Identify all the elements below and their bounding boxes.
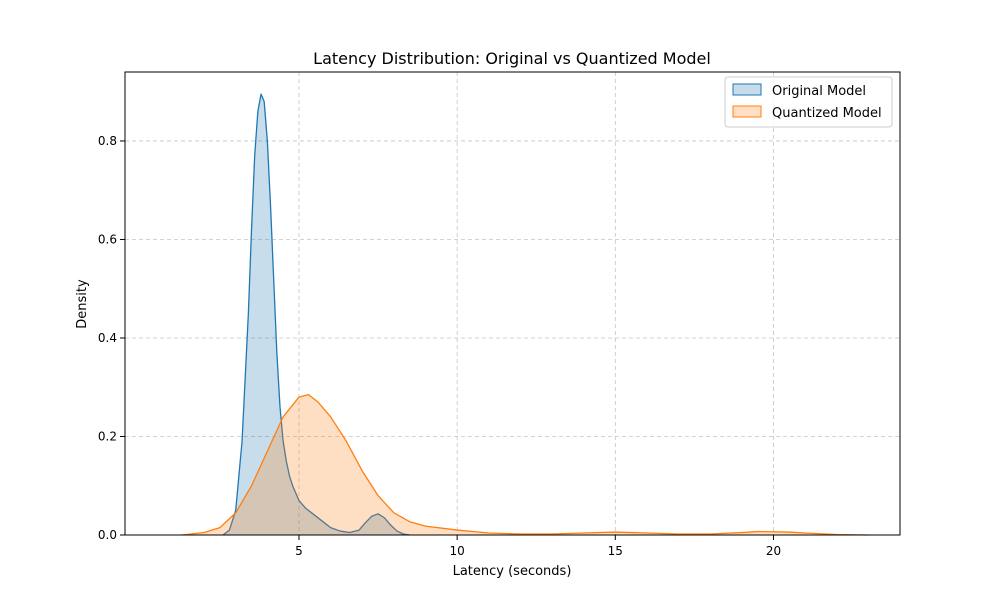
x-axis-label: Latency (seconds) [453, 564, 572, 579]
legend-frame [724, 76, 893, 128]
y-tick-label-0: 0.0 [98, 528, 117, 542]
y-tick-label-0.6: 0.6 [98, 232, 117, 246]
legend-label-quantized-model: Quantized Model [772, 106, 882, 121]
series-area-original-model [223, 94, 410, 535]
x-tick-label-20: 20 [766, 544, 781, 558]
legend-swatch-original-model [732, 83, 762, 96]
plot-frame [124, 71, 901, 536]
series-line-quantized-model [181, 393, 869, 536]
x-tick-label-5: 5 [295, 544, 303, 558]
x-tick-label-15: 15 [608, 544, 623, 558]
legend-swatch-quantized-model [732, 105, 762, 118]
legend-label-original-model: Original Model [772, 84, 866, 99]
x-tick-label-10: 10 [450, 544, 465, 558]
y-axis-label: Density [75, 279, 90, 329]
y-tick-label-0.8: 0.8 [98, 134, 117, 148]
y-tick-label-0.4: 0.4 [98, 331, 117, 345]
series-area-quantized-model [181, 394, 869, 535]
y-tick-label-0.2: 0.2 [98, 429, 117, 443]
grid-lines [125, 72, 900, 536]
axes: 5 10 15 20 0.0 0.2 0.4 0.6 0.8 [98, 71, 901, 558]
legend: Original Model Quantized Model [724, 76, 893, 128]
series-line-original-model [222, 93, 410, 536]
series-layer [181, 93, 869, 536]
chart-title: Latency Distribution: Original vs Quanti… [313, 49, 711, 68]
